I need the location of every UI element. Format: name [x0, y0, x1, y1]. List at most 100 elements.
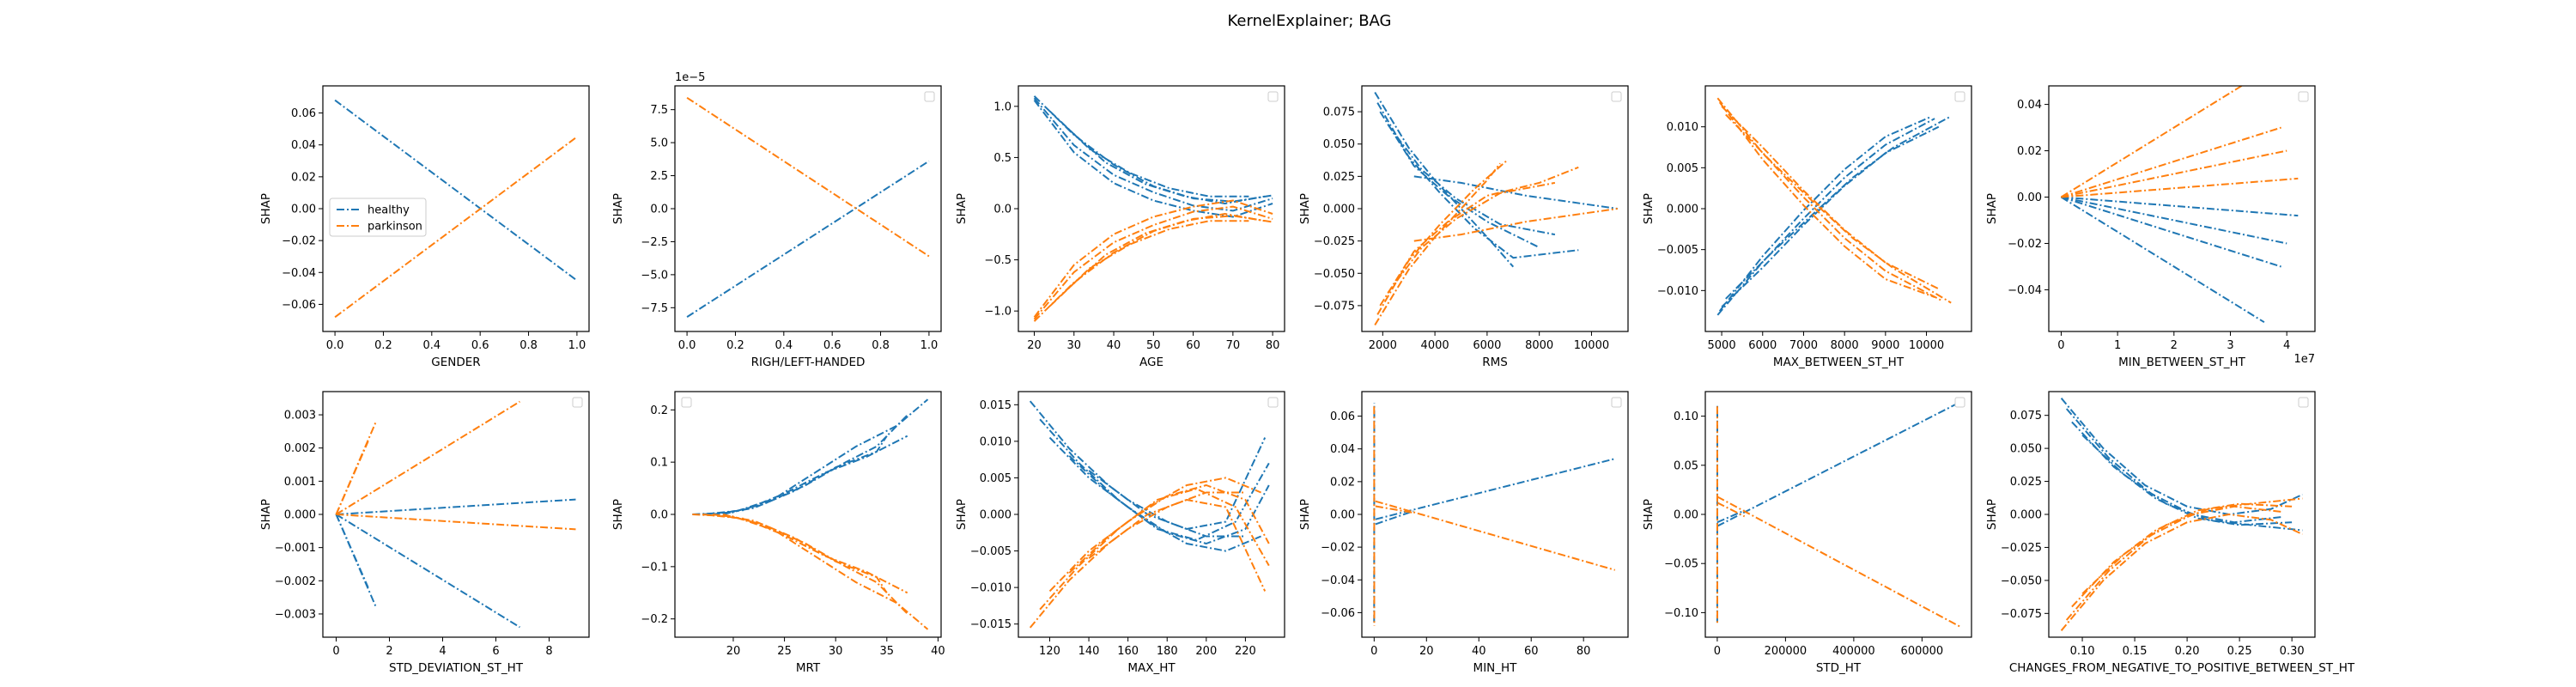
x-tick-label: 30 [1067, 339, 1082, 352]
x-tick-label: 70 [1226, 339, 1241, 352]
figure-title: KernelExplainer; BAG [1228, 12, 1392, 30]
y-tick-label: −0.04 [1321, 575, 1355, 587]
x-tick-label: 10000 [1574, 339, 1609, 352]
x-tick-label: 220 [1235, 645, 1256, 658]
y-tick-label: −0.001 [275, 542, 316, 555]
y-tick-label: −1.0 [984, 306, 1012, 319]
parkinson-series-line-3 [1375, 505, 1414, 514]
parkinson-series-line-1 [1716, 97, 1944, 302]
healthy-series-line-1 [334, 99, 578, 282]
chart-panel-9: 120 140 160 180 200 220 −0.015 −0.010 −0.005 0.00… [955, 391, 1285, 675]
y-tick-label: 0.02 [291, 171, 316, 184]
y-tick-label: 5.0 [650, 137, 668, 150]
parkinson-series-line-4 [1068, 477, 1261, 574]
y-tick-label: 0.0 [993, 204, 1012, 216]
legend-box [681, 397, 692, 408]
y-tick-label: −5.0 [641, 269, 668, 282]
healthy-series-line-2 [1716, 401, 1960, 527]
y-tick-label: −0.050 [1314, 268, 1355, 281]
parkinson-series-line-1 [1374, 162, 1501, 326]
y-axis-label: SHAP [1298, 499, 1312, 530]
healthy-series-line-4 [2061, 196, 2299, 217]
x-tick-label: 4 [439, 645, 446, 658]
y-tick-label: 0.02 [1330, 476, 1355, 489]
x-tick-label: 1.0 [920, 339, 939, 352]
healthy-series-line-2 [1376, 102, 1579, 259]
series-group [1373, 403, 1616, 626]
x-tick-label: 20 [1419, 645, 1434, 658]
y-axis-label: SHAP [1985, 499, 1999, 530]
x-tick-label: 2 [2171, 339, 2178, 352]
y-tick-label: −0.075 [1314, 300, 1355, 313]
y-tick-label: 0.04 [291, 139, 316, 152]
y-tick-label: 0.050 [1323, 138, 1355, 151]
parkinson-series-line-4 [336, 514, 576, 531]
y-tick-label: −0.2 [641, 613, 668, 626]
parkinson-series-line-2 [1033, 205, 1273, 320]
x-tick-label: 10000 [1909, 339, 1944, 352]
parkinson-series-line-1 [1029, 499, 1267, 629]
y-tick-label: 0.025 [1323, 171, 1355, 184]
x-tick-label: 1.0 [568, 339, 586, 352]
y-tick-label: 0.02 [2017, 145, 2042, 158]
y-tick-label: −0.050 [2001, 575, 2042, 587]
legend-box [1954, 397, 1965, 408]
y-tick-label: 0.04 [1330, 443, 1355, 456]
series-group [1374, 91, 1618, 326]
parkinson-series-line-3 [335, 441, 369, 515]
parkinson-series-line-4 [722, 514, 908, 615]
healthy-series-line-4 [1049, 111, 1249, 198]
parkinson-series-line-4 [2061, 177, 2299, 198]
legend-box [1267, 91, 1279, 102]
y-tick-label: 0.000 [2010, 509, 2042, 522]
parkinson-series-line-1 [2060, 514, 2303, 631]
x-tick-label: 0.8 [519, 339, 538, 352]
healthy-series-line-3 [1033, 100, 1273, 218]
x-tick-label: 40 [1472, 645, 1486, 658]
healthy-series-line-2 [1033, 97, 1273, 212]
healthy-series-line-2 [1375, 458, 1616, 520]
y-tick-label: 0.000 [980, 509, 1012, 522]
healthy-series-line-3 [1375, 510, 1414, 526]
parkinson-series-line-5 [1088, 491, 1246, 559]
x-tick-label: 200 [1195, 645, 1217, 658]
parkinson-series-line-5 [1065, 213, 1266, 292]
x-tick-label: 50 [1146, 339, 1161, 352]
x-axis-label: MAX_BETWEEN_ST_HT [1773, 356, 1905, 369]
y-tick-label: −2.5 [641, 236, 668, 249]
x-tick-label: 0 [332, 645, 339, 658]
chart-panel-12: 0.10 0.15 0.20 0.25 0.30 −0.075 −0.050 −0.025 0.… [1985, 391, 2355, 675]
y-tick-label: −0.5 [984, 254, 1012, 267]
y-tick-label: 0.00 [1330, 509, 1355, 522]
x-tick-label: 2 [386, 645, 392, 658]
healthy-series-line-1 [335, 514, 520, 629]
x-tick-label: 6000 [1473, 339, 1501, 352]
x-tick-label: 0 [1714, 645, 1721, 658]
parkinson-series-line-4 [2081, 497, 2303, 595]
y-tick-label: 0.1 [650, 457, 668, 470]
panels-group: 0.0 0.2 0.4 0.6 0.8 1.0−0.06−0.04−0.020.000.0… [259, 71, 2355, 675]
axes-frame [2048, 85, 2316, 332]
parkinson-series-line-3 [1716, 502, 1746, 518]
y-tick-label: 0.10 [1674, 410, 1698, 423]
chart-panel-6: 0 1 2 3 4 −0.04 −0.02 0.00 0.02 0.04 MIN_BETWEEN_S… [1985, 85, 2316, 369]
y-tick-label: 0.002 [284, 442, 316, 455]
chart-panel-2: 0.0 0.2 0.4 0.6 0.8 1.0 −7.5 −5.0 −2.5 0.0 2.5 5.0 7… [611, 71, 942, 369]
x-tick-label: 9000 [1871, 339, 1899, 352]
series-group [686, 96, 930, 318]
legend-box [1954, 91, 1965, 102]
parkinson-series-line-3 [1033, 199, 1273, 318]
x-axis-label: CHANGES_FROM_NEGATIVE_TO_POSITIVE_BETWEE… [2009, 661, 2355, 675]
y-tick-label: 0.000 [1667, 204, 1698, 216]
x-tick-label: 4 [2283, 339, 2290, 352]
chart-panel-3: 20 30 40 50 60 70 80 −1.0 −0.5 0.0 0.5 1.0 AGE SHAP [955, 85, 1285, 369]
y-tick-label: 0.00 [291, 204, 316, 216]
legend-box [1611, 91, 1622, 102]
healthy-series-line-3 [335, 514, 369, 588]
x-tick-label: 0.10 [2070, 645, 2095, 658]
x-tick-label: 60 [1186, 339, 1200, 352]
y-tick-label: 0.075 [1323, 106, 1355, 119]
x-axis-label: STD_HT [1816, 661, 1862, 675]
y-tick-label: 0.000 [1323, 204, 1355, 216]
